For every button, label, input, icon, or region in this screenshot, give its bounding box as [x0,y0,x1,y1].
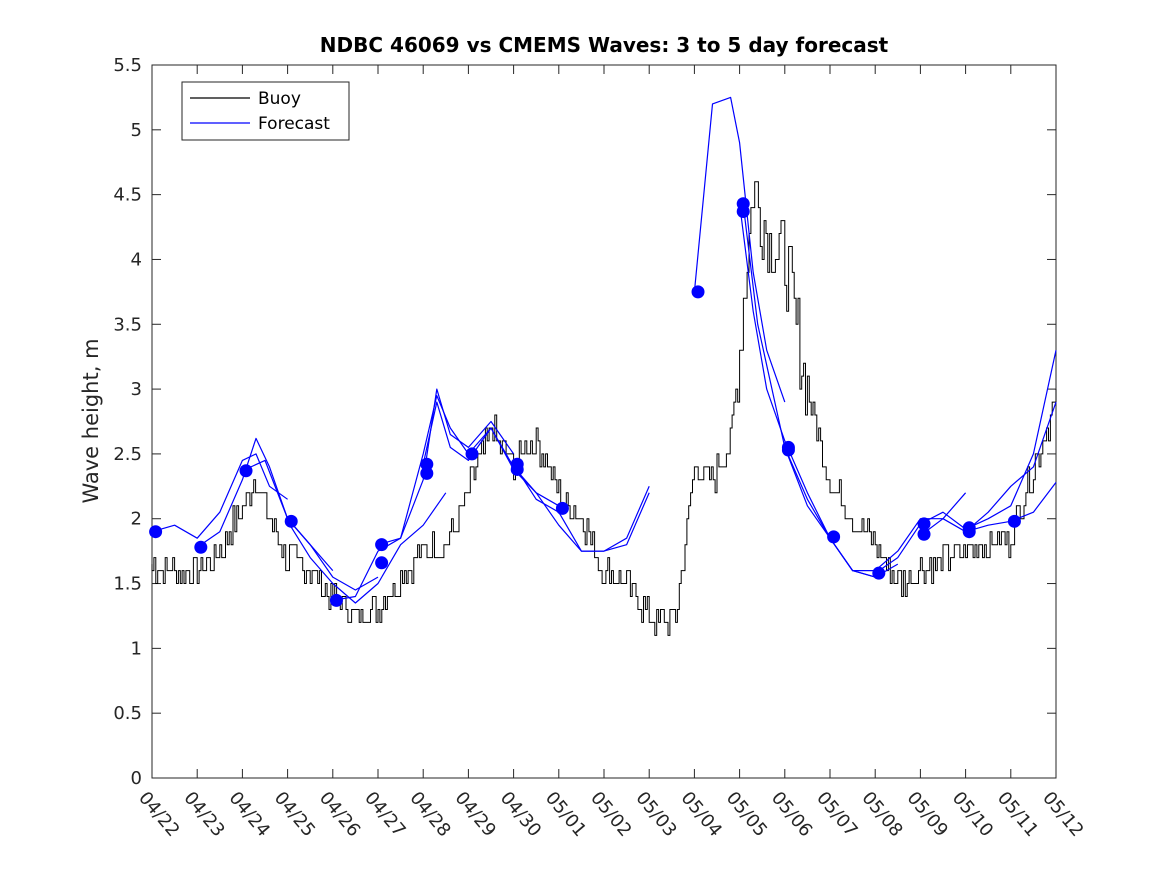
forecast-start-point [736,204,750,218]
forecast-start-point [239,464,253,478]
series-forecast-5 [377,388,515,546]
forecast-start-point [375,556,389,570]
series-forecast-0 [151,453,288,539]
y-tick-label: 4 [131,249,142,270]
y-tick-label: 0.5 [113,703,142,724]
y-tick-label: 2 [131,509,142,530]
x-tick-label: 05/03 [631,788,680,841]
legend-buoy-label: Buoy [258,89,301,109]
x-tick-label: 05/06 [767,788,816,841]
x-tick-label: 05/04 [677,788,726,841]
series-forecast-6 [422,401,560,507]
forecast-start-point [962,525,976,539]
forecast-start-point [781,443,795,457]
y-tick-label: 5 [131,120,142,141]
series-forecast-2 [242,459,379,591]
x-tick-label: 04/22 [134,788,183,841]
forecast-start-point [510,462,524,476]
series-forecast-11 [743,211,899,578]
x-tick-label: 05/12 [1038,788,1087,841]
plot-frame [151,64,1057,779]
x-tick-label: 05/01 [541,788,590,841]
x-tick-label: 04/28 [405,788,454,841]
y-tick-label: 0 [131,768,142,789]
forecast-start-point [691,285,705,299]
forecast-start-point [465,447,479,461]
forecast-start-point [194,540,208,554]
y-tick-label: 4.5 [113,185,142,206]
legend-forecast-label: Forecast [258,114,330,134]
x-tick-label: 04/27 [360,788,409,841]
series-buoy [151,181,1057,636]
y-tick-label: 5.5 [113,55,142,76]
series-forecast-12 [784,447,967,572]
forecast-start-point [284,514,298,528]
x-tick-label: 05/05 [722,788,771,841]
series-forecast-3 [287,492,447,604]
y-tick-label: 3 [131,379,142,400]
series-forecast-4 [332,395,469,601]
x-tick-label: 04/29 [451,788,500,841]
y-tick-label: 2.5 [113,444,142,465]
legend-box [181,81,350,141]
x-tick-label: 05/08 [857,788,906,841]
forecast-start-point [555,501,569,515]
forecast-start-point [329,593,343,607]
forecast-start-point [420,457,434,471]
x-tick-label: 05/10 [948,788,997,841]
forecast-start-point [917,517,931,531]
x-tick-label: 04/24 [225,788,274,841]
series-forecast-1 [196,437,334,571]
forecast-start-point [872,566,886,580]
plot-area: 00.511.522.533.544.555.504/2204/2304/240… [113,55,1087,841]
chart-title: NDBC 46069 vs CMEMS Waves: 3 to 5 day fo… [320,33,889,57]
x-tick-label: 04/30 [496,788,545,841]
series-forecast-13 [874,350,1057,574]
legend: Buoy Forecast [181,81,350,141]
x-tick-label: 04/23 [179,788,228,841]
forecast-start-point [827,530,841,544]
forecast-start-point [375,538,389,552]
x-tick-label: 05/09 [903,788,952,841]
y-tick-label: 1 [131,638,142,659]
series-forecast-8 [513,463,650,552]
series-forecast-7 [467,427,650,552]
y-axis-label: Wave height, m [79,338,103,503]
forecast-start-point [917,527,931,541]
x-tick-label: 05/02 [586,788,635,841]
forecast-start-point [149,525,163,539]
forecast-start-point [1007,514,1021,528]
x-tick-label: 04/26 [315,788,364,841]
series-forecast-14 [920,401,1057,537]
y-tick-label: 1.5 [113,574,142,595]
x-tick-label: 05/11 [993,788,1042,841]
x-tick-label: 05/07 [812,788,861,841]
series-forecast-9 [693,96,786,403]
forecast-start-point [420,466,434,480]
y-tick-label: 3.5 [113,314,142,335]
x-tick-label: 04/25 [270,788,319,841]
